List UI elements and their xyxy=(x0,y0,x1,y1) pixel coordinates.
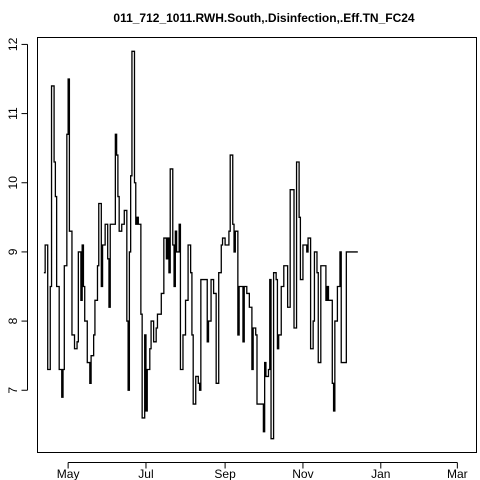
series-group xyxy=(43,50,358,440)
y-tick-label: 10 xyxy=(6,176,20,190)
plot-area-frame xyxy=(37,37,477,453)
x-tick-label: May xyxy=(57,467,80,480)
y-tick-label: 12 xyxy=(6,37,20,51)
x-tick-label: Mar xyxy=(447,467,468,480)
x-tick-label: Jul xyxy=(138,467,153,480)
y-tick-label: 11 xyxy=(6,107,20,120)
x-tick-label: Jan xyxy=(371,467,390,480)
y-tick-label: 9 xyxy=(6,248,20,255)
y-axis: 7 8 9 10 11 12 xyxy=(6,37,28,394)
y-tick-label: 7 xyxy=(6,387,20,394)
chart-title: 011_712_1011.RWH.South,.Disinfection,.Ef… xyxy=(113,11,415,25)
y-tick-label: 8 xyxy=(6,317,20,324)
series-line xyxy=(43,50,358,440)
x-axis: May Jul Sep Nov Jan Mar xyxy=(57,462,468,480)
x-tick-label: Sep xyxy=(214,467,236,480)
x-tick-label: Nov xyxy=(292,467,313,480)
